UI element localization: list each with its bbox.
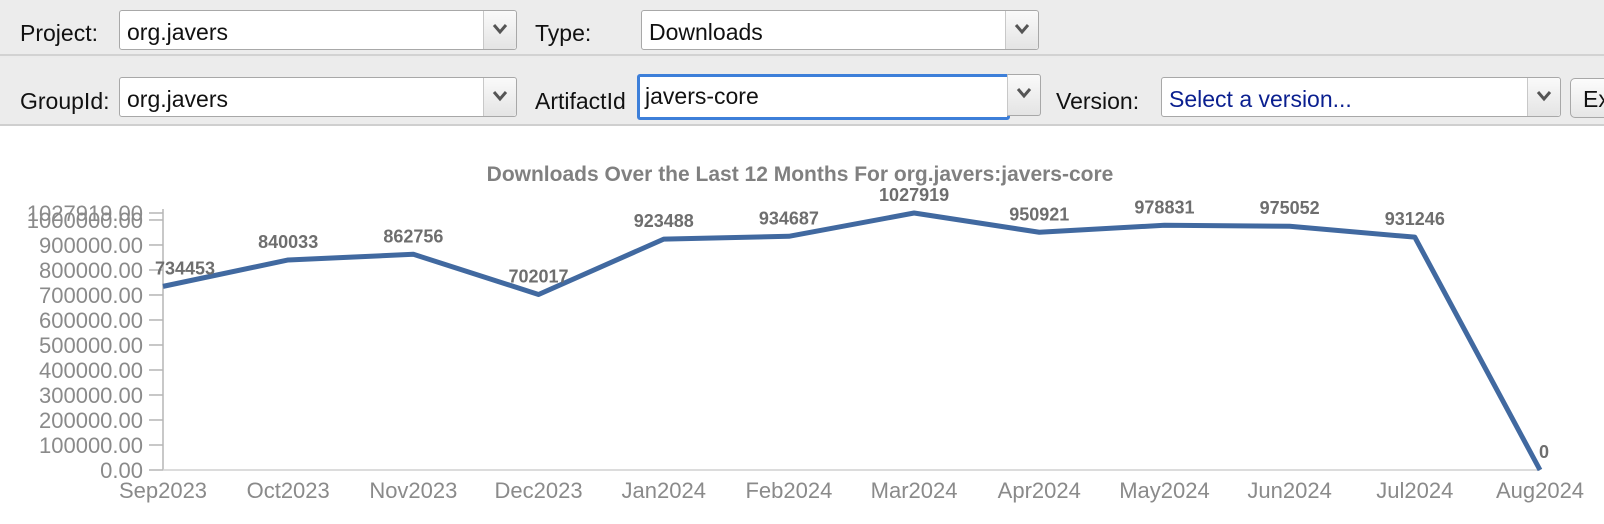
x-tick-label: Apr2024 xyxy=(998,478,1081,503)
data-label: 734453 xyxy=(155,258,215,278)
data-label: 931246 xyxy=(1385,209,1445,229)
type-select[interactable]: Downloads xyxy=(641,10,1039,50)
type-label: Type: xyxy=(535,20,592,46)
data-labels: 734453 840033 862756 702017 923488 934687 1027… xyxy=(155,185,1549,462)
y-tick-label: 300000.00 xyxy=(39,383,143,408)
project-toolbar: Project: org.javers Type: Downloads xyxy=(0,0,1604,56)
data-label: 1027919 xyxy=(879,185,949,205)
y-tick-label: 800000.00 xyxy=(39,258,143,283)
data-label: 0 xyxy=(1539,442,1549,462)
x-tick-label: Sep2023 xyxy=(119,478,207,503)
chevron-down-icon xyxy=(492,91,508,102)
artifactid-label: ArtifactId xyxy=(535,88,626,114)
artifactid-combo[interactable]: javers-core xyxy=(637,74,1041,120)
x-tick-label: Mar2024 xyxy=(871,478,958,503)
chevron-down-icon xyxy=(1016,88,1032,99)
data-label: 975052 xyxy=(1260,198,1320,218)
groupid-select[interactable]: org.javers xyxy=(119,77,517,117)
data-label: 934687 xyxy=(759,208,819,228)
project-select-value: org.javers xyxy=(127,19,228,45)
export-button-label: Ex xyxy=(1583,86,1604,112)
y-tick-label: 200000.00 xyxy=(39,408,143,433)
data-label: 923488 xyxy=(634,211,694,231)
y-tick-label: 1027919.00 xyxy=(27,201,143,226)
chevron-down-icon xyxy=(1536,91,1552,102)
version-dropdown-button[interactable] xyxy=(1527,78,1560,116)
y-tick-label: 500000.00 xyxy=(39,333,143,358)
x-tick-label: Dec2023 xyxy=(495,478,583,503)
project-label: Project: xyxy=(20,20,98,46)
data-label: 702017 xyxy=(509,266,569,286)
project-dropdown-button[interactable] xyxy=(483,11,516,49)
chevron-down-icon xyxy=(492,24,508,35)
export-button[interactable]: Ex xyxy=(1570,78,1604,118)
x-tick-label: Jul2024 xyxy=(1376,478,1453,503)
series xyxy=(162,210,1543,472)
y-tick-label: 600000.00 xyxy=(39,308,143,333)
series-line xyxy=(162,210,1543,472)
x-tick-label: May2024 xyxy=(1119,478,1210,503)
x-tick-label: Jan2024 xyxy=(622,478,706,503)
groupid-select-value: org.javers xyxy=(127,86,228,112)
x-tick-label: Oct2023 xyxy=(247,478,330,503)
data-label: 862756 xyxy=(383,226,443,246)
y-tick-label: 0.00 xyxy=(100,458,143,483)
groupid-dropdown-button[interactable] xyxy=(483,78,516,116)
version-select-placeholder: Select a version... xyxy=(1169,86,1352,112)
artifactid-dropdown-button[interactable] xyxy=(1007,74,1041,116)
x-tick-label: Nov2023 xyxy=(369,478,457,503)
data-label: 840033 xyxy=(258,232,318,252)
groupid-label: GroupId: xyxy=(20,88,110,114)
chart-title: Downloads Over the Last 12 Months For or… xyxy=(487,163,1114,186)
downloads-line-chart: Downloads Over the Last 12 Months For or… xyxy=(27,163,1584,503)
chevron-down-icon xyxy=(1014,24,1030,35)
x-tick-label: Feb2024 xyxy=(745,478,832,503)
downloads-chart: Downloads Over the Last 12 Months For or… xyxy=(0,126,1604,524)
data-label: 978831 xyxy=(1134,197,1194,217)
artifact-toolbar: GroupId: org.javers ArtifactId javers-co… xyxy=(0,58,1604,126)
x-tick-label: Aug2024 xyxy=(1496,478,1584,503)
version-label: Version: xyxy=(1056,88,1140,114)
type-dropdown-button[interactable] xyxy=(1005,11,1038,49)
y-tick-label: 900000.00 xyxy=(39,233,143,258)
y-axis: 0.00100000.00200000.00300000.00400000.00… xyxy=(27,201,164,483)
project-select[interactable]: org.javers xyxy=(119,10,517,50)
x-axis: Sep2023 Oct2023 Nov2023 Dec2023 Jan2024 Feb20… xyxy=(119,469,1584,503)
type-select-value: Downloads xyxy=(649,19,763,45)
version-select[interactable]: Select a version... xyxy=(1161,77,1561,117)
y-tick-label: 700000.00 xyxy=(39,283,143,308)
y-tick-label: 1000000.00 xyxy=(27,208,143,233)
artifactid-input[interactable]: javers-core xyxy=(645,83,759,109)
y-tick-label: 100000.00 xyxy=(39,433,143,458)
data-label: 950921 xyxy=(1009,204,1069,224)
x-tick-label: Jun2024 xyxy=(1247,478,1331,503)
y-tick-label: 400000.00 xyxy=(39,358,143,383)
